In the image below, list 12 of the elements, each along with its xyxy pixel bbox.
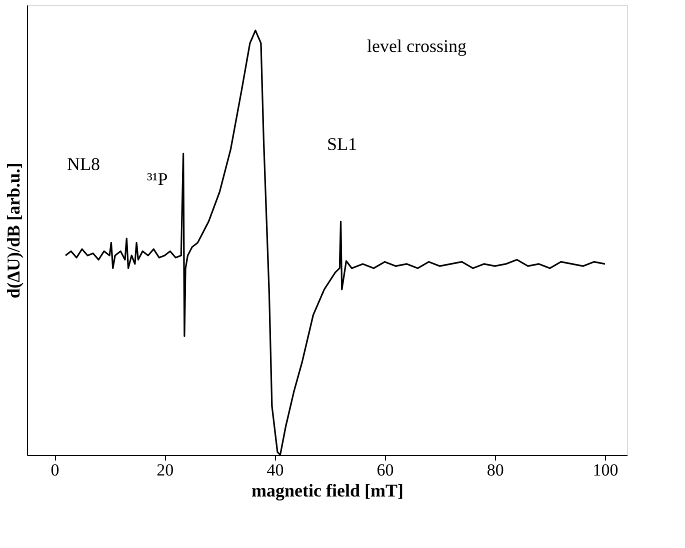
x-tick-label: 0 — [50, 460, 60, 480]
x-tick-label: 20 — [156, 460, 174, 480]
annotation: SL1 — [327, 134, 358, 154]
x-tick-label: 40 — [266, 460, 284, 480]
x-tick-label: 60 — [376, 460, 394, 480]
x-axis-title: magnetic field [mT] — [252, 480, 404, 500]
x-tick-label: 100 — [592, 460, 618, 480]
y-axis-title: d(ΔU)/dB [arb.u.] — [4, 162, 24, 298]
annotation: NL8 — [67, 154, 100, 174]
x-tick-label: 80 — [486, 460, 504, 480]
annotation: ³¹P — [147, 169, 168, 189]
annotation: level crossing — [367, 36, 466, 56]
